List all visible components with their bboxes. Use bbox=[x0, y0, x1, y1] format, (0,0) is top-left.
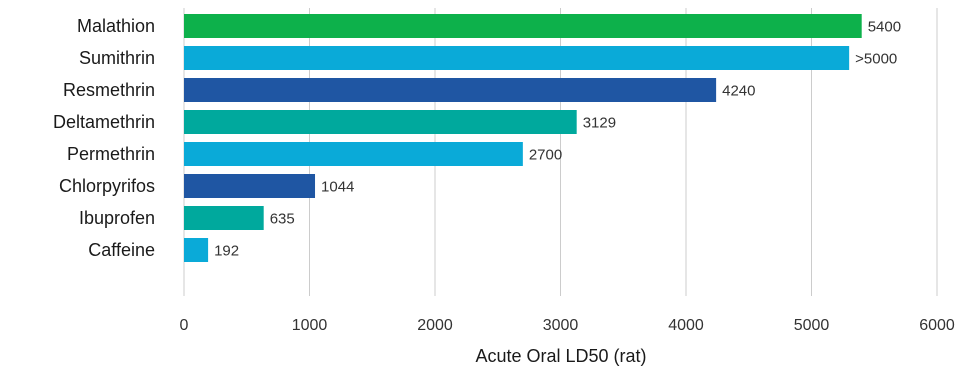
category-label: Chlorpyrifos bbox=[59, 176, 155, 196]
x-tick-labels: 0 1000 2000 3000 4000 5000 6000 bbox=[180, 317, 955, 334]
value-labels: 5400 >5000 4240 3129 2700 1044 635 192 bbox=[214, 19, 901, 260]
value-label: 1044 bbox=[321, 179, 354, 196]
x-tick-label: 0 bbox=[180, 317, 189, 334]
category-label: Permethrin bbox=[67, 144, 155, 164]
category-label: Sumithrin bbox=[79, 48, 155, 68]
value-label: 3129 bbox=[583, 115, 616, 132]
value-label: 4240 bbox=[722, 83, 755, 100]
category-label: Resmethrin bbox=[63, 80, 155, 100]
bar-resmethrin bbox=[184, 78, 717, 102]
x-tick-label: 4000 bbox=[668, 317, 704, 334]
category-labels: Malathion Sumithrin Resmethrin Deltamethrin… bbox=[53, 16, 155, 260]
category-label: Ibuprofen bbox=[79, 208, 155, 228]
value-label: 635 bbox=[270, 211, 295, 228]
x-tick-label: 3000 bbox=[543, 317, 579, 334]
value-label: >5000 bbox=[855, 51, 897, 68]
x-tick-label: 1000 bbox=[292, 317, 328, 334]
value-label: 192 bbox=[214, 243, 239, 260]
category-label: Deltamethrin bbox=[53, 112, 155, 132]
x-tick-label: 6000 bbox=[919, 317, 955, 334]
x-tick-label: 5000 bbox=[794, 317, 830, 334]
category-label: Caffeine bbox=[88, 240, 155, 260]
bars bbox=[184, 14, 862, 262]
bar-ibuprofen bbox=[184, 206, 264, 230]
x-tick-label: 2000 bbox=[417, 317, 453, 334]
category-label: Malathion bbox=[77, 16, 155, 36]
bar-sumithrin bbox=[184, 46, 850, 70]
value-label: 2700 bbox=[529, 147, 562, 164]
bar-caffeine bbox=[184, 238, 209, 262]
bar-deltamethrin bbox=[184, 110, 577, 134]
bar-chlorpyrifos bbox=[184, 174, 316, 198]
value-label: 5400 bbox=[868, 19, 901, 36]
bar-permethrin bbox=[184, 142, 523, 166]
bar-malathion bbox=[184, 14, 862, 38]
x-axis-title: Acute Oral LD50 (rat) bbox=[475, 346, 646, 366]
